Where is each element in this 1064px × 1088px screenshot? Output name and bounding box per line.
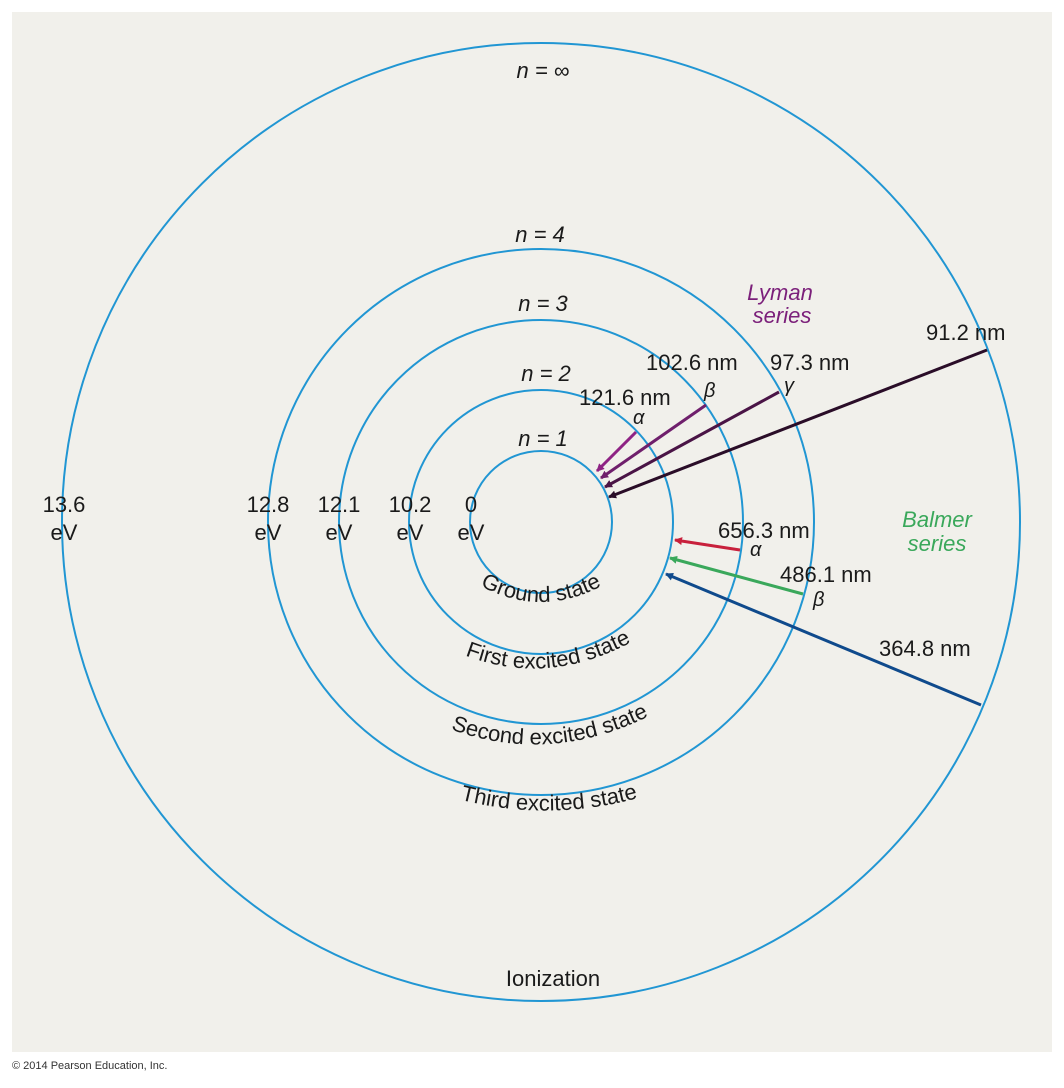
balmer-alpha-greek: α <box>750 539 762 561</box>
balmer-series-subtitle: series <box>908 531 967 556</box>
balmer-limit-arrow <box>665 572 982 707</box>
lyman-beta-greek: β <box>703 380 715 402</box>
balmer-beta-wavelength: 486.1 nm <box>780 562 872 587</box>
lyman-series-subtitle: series <box>753 303 812 328</box>
lyman-beta-arrow <box>600 403 707 480</box>
lyman-gamma-greek: γ <box>784 375 795 397</box>
lyman-arrows <box>595 348 988 499</box>
diagram-panel <box>12 12 1052 1052</box>
level-label-n4: n = 4 <box>515 222 565 247</box>
energy-unit-n1: eV <box>458 520 485 545</box>
lyman-gamma-arrow <box>604 390 780 489</box>
balmer-beta-greek: β <box>812 589 824 611</box>
state-label-ionization: Ionization <box>506 966 600 991</box>
orbit-n1 <box>469 450 613 594</box>
energy-value-n3: 12.1 <box>318 492 361 517</box>
balmer-alpha-wavelength: 656.3 nm <box>718 518 810 543</box>
balmer-arrows <box>665 537 982 707</box>
lyman-limit-arrow <box>608 348 988 499</box>
lyman-beta-wavelength: 102.6 nm <box>646 350 738 375</box>
lyman-limit-wavelength: 91.2 nm <box>926 320 1006 345</box>
balmer-limit-wavelength: 364.8 nm <box>879 636 971 661</box>
energy-unit-n2: eV <box>397 520 424 545</box>
hydrogen-energy-level-diagram: n = 1 n = 2 n = 3 n = 4 n = ∞ 0 eV 10.2 … <box>12 12 1052 1052</box>
orbits <box>61 42 1021 1002</box>
energy-value-n2: 10.2 <box>389 492 432 517</box>
copyright-notice: © 2014 Pearson Education, Inc. <box>12 1060 168 1072</box>
balmer-alpha-arrow <box>674 537 741 552</box>
lyman-series-title: Lyman <box>747 280 813 305</box>
energy-value-n4: 12.8 <box>247 492 290 517</box>
balmer-series-title: Balmer <box>902 507 973 532</box>
energy-value-n1: 0 <box>465 492 477 517</box>
level-label-n-infinity: n = ∞ <box>517 58 570 83</box>
level-label-n3: n = 3 <box>518 291 568 316</box>
energy-value-n-infinity: 13.6 <box>43 492 86 517</box>
lyman-alpha-wavelength: 121.6 nm <box>579 385 671 410</box>
energy-unit-n3: eV <box>326 520 353 545</box>
orbit-n-infinity <box>61 42 1021 1002</box>
energy-unit-n4: eV <box>255 520 282 545</box>
energy-unit-n-infinity: eV <box>51 520 78 545</box>
orbit-n4 <box>267 248 815 796</box>
lyman-gamma-wavelength: 97.3 nm <box>770 350 850 375</box>
level-label-n1: n = 1 <box>518 426 568 451</box>
balmer-beta-arrow <box>669 555 804 596</box>
lyman-alpha-arrow <box>595 430 638 473</box>
level-label-n2: n = 2 <box>521 361 571 386</box>
orbit-n3 <box>338 319 744 725</box>
orbit-n2 <box>408 389 674 655</box>
lyman-alpha-greek: α <box>633 407 645 429</box>
